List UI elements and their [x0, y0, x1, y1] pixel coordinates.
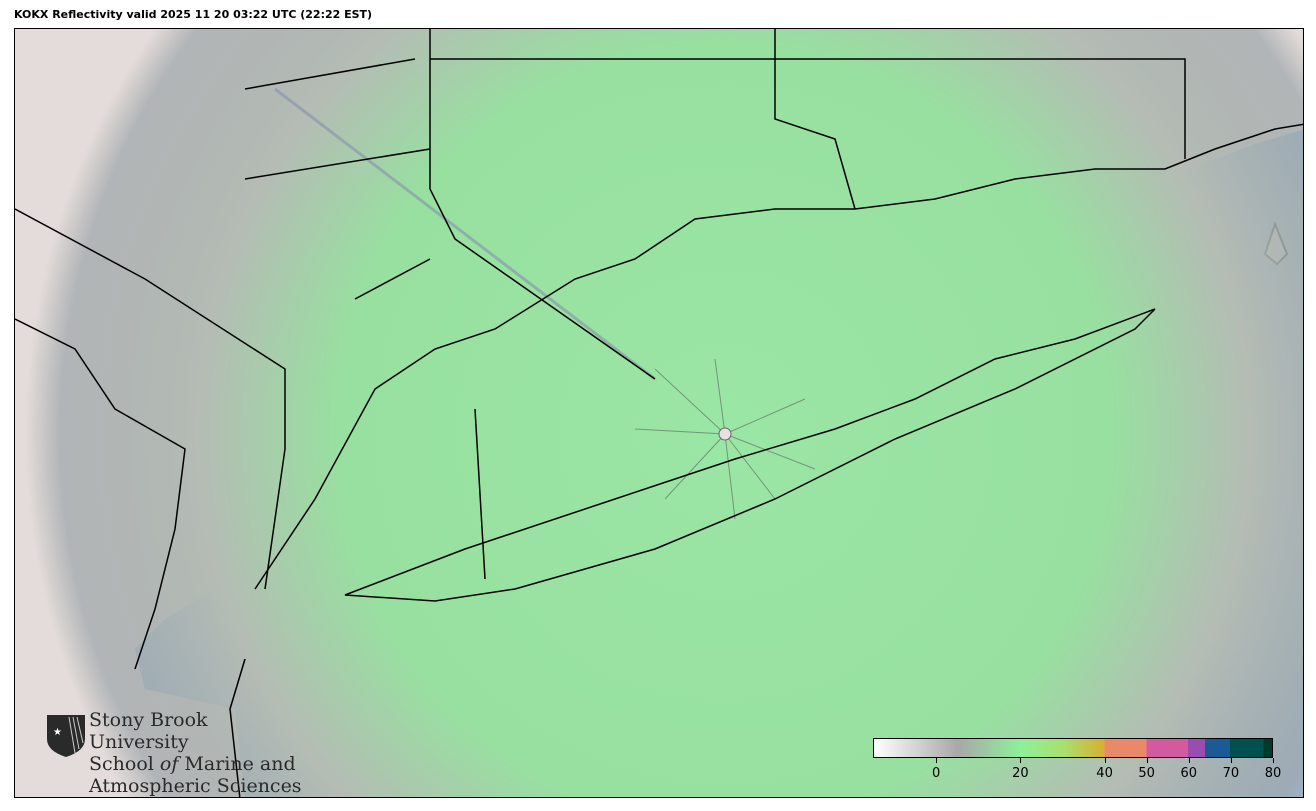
logo-line-2: School of Marine and	[89, 753, 296, 775]
state-border-ny-ct	[429, 29, 656, 380]
map-title: KOKX Reflectivity valid 2025 11 20 03:22…	[14, 8, 373, 21]
colorbar-tick-label: 60	[1180, 766, 1198, 781]
colorbar-tick	[1020, 758, 1022, 763]
colorbar-tick	[1146, 758, 1148, 763]
radar-clutter	[634, 358, 816, 520]
colorbar-tick	[1230, 758, 1232, 763]
svg-text:★: ★	[53, 727, 62, 738]
county-line-5	[774, 29, 856, 210]
coastline-nj	[229, 658, 246, 797]
reflectivity-colorbar	[873, 738, 1273, 758]
sbu-somas-logo: ★ Stony Brook University School of Marin…	[31, 709, 311, 797]
radar-echo-field	[15, 29, 1303, 797]
state-border-ny-nj	[15, 208, 286, 590]
colorbar-tick	[1188, 758, 1190, 763]
coastline-connecticut	[254, 123, 1303, 590]
map-canvas	[15, 29, 1303, 797]
radar-beam-artifact	[274, 87, 656, 381]
logo-line-1: Stony Brook University	[89, 709, 208, 753]
county-line-4	[474, 408, 486, 580]
colorbar-tick	[936, 758, 938, 763]
radar-site	[718, 427, 732, 441]
state-border-ct-ma	[430, 58, 1186, 159]
radar-map[interactable]: ★ Stony Brook University School of Marin…	[14, 28, 1304, 798]
coastline-long-island	[344, 308, 1156, 602]
logo-line-3: Atmospheric Sciences	[89, 775, 302, 797]
county-line-3	[354, 258, 431, 300]
colorbar-tick-label: 80	[1264, 766, 1282, 781]
colorbar-tick-label: 50	[1138, 766, 1155, 781]
state-border-pa-nj	[15, 318, 186, 670]
colorbar-tick-label: 70	[1222, 766, 1240, 781]
logo-text: Stony Brook University School of Marine …	[89, 709, 311, 797]
county-line-1	[244, 148, 431, 180]
colorbar-tick-label: 40	[1096, 766, 1113, 781]
colorbar-tick	[1273, 758, 1274, 763]
colorbar-tick-label: 20	[1012, 766, 1029, 781]
colorbar-tick	[1104, 758, 1106, 763]
county-line-2	[244, 58, 416, 90]
colorbar-tick-label: 0	[932, 766, 941, 781]
shield-logo-icon: ★	[47, 715, 85, 757]
boundaries	[15, 29, 1303, 797]
